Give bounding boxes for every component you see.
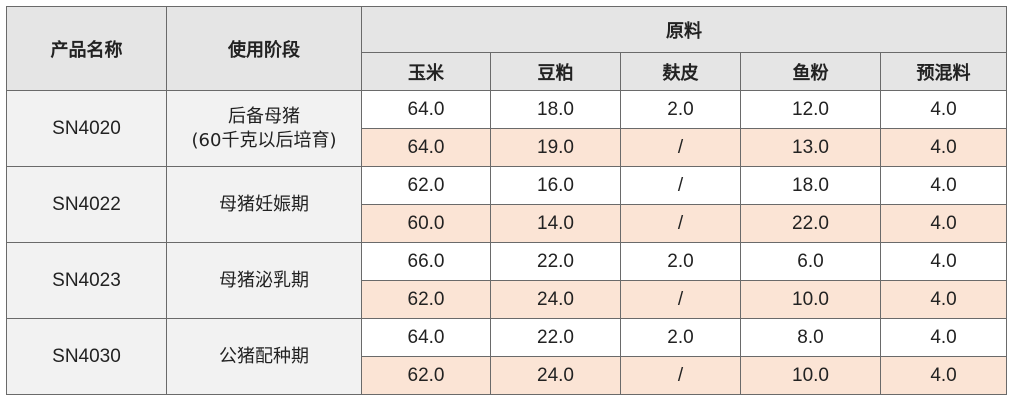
value-cell: 62.0 bbox=[361, 356, 491, 395]
value-cell: 10.0 bbox=[740, 356, 881, 395]
value-cell: / bbox=[620, 280, 741, 319]
product-name: SN4020 bbox=[6, 90, 167, 167]
product-name: SN4023 bbox=[6, 242, 167, 319]
value-cell: 8.0 bbox=[740, 318, 881, 357]
feed-formula-table: 产品名称 使用阶段 原料 玉米 豆粕 麸皮 鱼粉 预混料 SN4020 后备母猪 (60千克… bbox=[6, 6, 1008, 395]
value-cell: 62.0 bbox=[361, 166, 491, 205]
value-cell: 60.0 bbox=[361, 204, 491, 243]
value-cell: 4.0 bbox=[879, 280, 1008, 319]
usage-stage-line: 公猪配种期 bbox=[219, 345, 309, 367]
product-name: SN4022 bbox=[6, 166, 167, 243]
usage-stage: 后备母猪 (60千克以后培育) bbox=[166, 90, 362, 167]
table-row: 62.0 24.0/10.0 4.0 bbox=[7, 280, 1008, 319]
value-cell: / bbox=[620, 204, 741, 243]
header-ingredient: 麸皮 bbox=[620, 52, 741, 91]
value-cell: / bbox=[620, 166, 741, 205]
value-cell: 66.0 bbox=[361, 242, 491, 281]
table-row: 64.0 19.0/13.0 4.0 bbox=[7, 128, 1008, 167]
usage-stage: 公猪配种期 bbox=[166, 318, 362, 395]
value-cell: 18.0 bbox=[490, 90, 621, 129]
table-row: SN4020 后备母猪 (60千克以后培育) 64.0 18.0 2.0 12.0 4.0 bbox=[6, 90, 1008, 167]
product-name: SN4030 bbox=[6, 318, 167, 395]
table-row: SN4023 母猪泌乳期 66.0 22.0 2.0 6.0 4.0 bbox=[6, 242, 1008, 319]
usage-stage-line: (60千克以后培育) bbox=[191, 129, 337, 151]
value-cell: 4.0 bbox=[879, 356, 1008, 395]
usage-stage: 母猪泌乳期 bbox=[166, 242, 362, 319]
value-cell: 4.0 bbox=[879, 128, 1008, 167]
usage-stage: 母猪妊娠期 bbox=[166, 166, 362, 243]
value-cell: 12.0 bbox=[740, 90, 881, 129]
value-cell: 14.0 bbox=[490, 204, 621, 243]
value-cell: 64.0 bbox=[361, 90, 491, 129]
value-cell: 22.0 bbox=[740, 204, 881, 243]
value-cell: 24.0 bbox=[490, 356, 621, 395]
value-cell: 18.0 bbox=[740, 166, 881, 205]
header-ingredients: 原料 bbox=[360, 6, 1008, 53]
value-cell: / bbox=[620, 356, 741, 395]
header-ingredient: 鱼粉 bbox=[740, 52, 881, 91]
value-cell: 2.0 bbox=[620, 242, 741, 281]
value-cell: 4.0 bbox=[879, 90, 1008, 129]
table-row: 60.0 14.0/22.0 4.0 bbox=[7, 204, 1008, 243]
value-cell: 4.0 bbox=[879, 318, 1008, 357]
table-row: 62.0 24.0/10.0 4.0 bbox=[7, 356, 1008, 395]
usage-stage-line: 母猪泌乳期 bbox=[219, 269, 309, 291]
header-stage: 使用阶段 bbox=[166, 6, 362, 91]
value-cell: 22.0 bbox=[490, 318, 621, 357]
value-cell: 2.0 bbox=[620, 90, 741, 129]
value-cell: 19.0 bbox=[490, 128, 621, 167]
value-cell: 4.0 bbox=[879, 242, 1008, 281]
table-row: SN4030 公猪配种期 64.0 22.0 2.0 8.0 4.0 bbox=[6, 318, 1008, 395]
value-cell: 62.0 bbox=[361, 280, 491, 319]
header-product: 产品名称 bbox=[6, 6, 167, 91]
value-cell: 64.0 bbox=[361, 318, 491, 357]
value-cell: 6.0 bbox=[740, 242, 881, 281]
value-cell: 4.0 bbox=[879, 204, 1008, 243]
usage-stage-line: 母猪妊娠期 bbox=[219, 193, 309, 215]
value-cell: 22.0 bbox=[490, 242, 621, 281]
value-cell: 13.0 bbox=[740, 128, 881, 167]
usage-stage-line: 后备母猪 bbox=[228, 105, 300, 127]
header-ingredient: 预混料 bbox=[879, 52, 1008, 91]
value-cell: 16.0 bbox=[490, 166, 621, 205]
header-ingredient: 豆粕 bbox=[490, 52, 621, 91]
value-cell: 2.0 bbox=[620, 318, 741, 357]
value-cell: 64.0 bbox=[361, 128, 491, 167]
table-row: SN4022 母猪妊娠期 62.0 16.0/18.0 4.0 bbox=[6, 166, 1008, 243]
value-cell: 4.0 bbox=[879, 166, 1008, 205]
value-cell: / bbox=[620, 128, 741, 167]
value-cell: 24.0 bbox=[490, 280, 621, 319]
header-ingredient: 玉米 bbox=[361, 52, 491, 91]
value-cell: 10.0 bbox=[740, 280, 881, 319]
